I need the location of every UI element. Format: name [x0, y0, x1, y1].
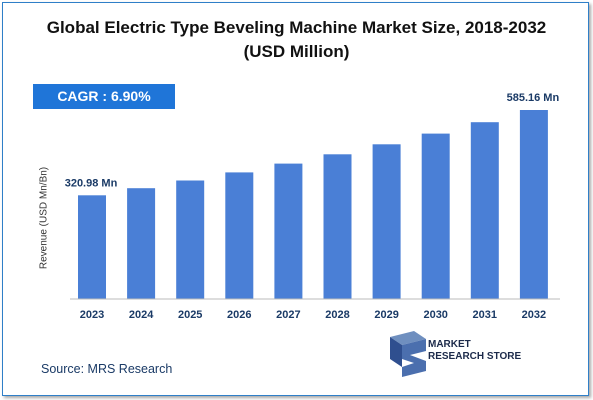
x-tick-2026: 2026 [227, 309, 251, 321]
x-tick-2028: 2028 [325, 309, 349, 321]
bar-2026 [225, 172, 254, 299]
logo-line1: MARKET [428, 339, 471, 350]
logo-line2: RESEARCH STORE [428, 351, 522, 362]
x-tick-2031: 2031 [473, 309, 497, 321]
data-labels: 320.98 Mn 585.16 Mn [65, 92, 560, 189]
x-tick-2023: 2023 [80, 309, 104, 321]
logo-text: MARKET RESEARCH STORE [428, 339, 521, 363]
data-label-2023: 320.98 Mn [65, 177, 118, 189]
bar-2032 [519, 110, 548, 299]
chart-title-line1: Global Electric Type Beveling Machine Ma… [46, 18, 547, 37]
x-tick-2027: 2027 [276, 309, 300, 321]
market-research-store-logo-icon [390, 331, 426, 377]
bar-2024 [127, 188, 156, 299]
x-tick-2025: 2025 [178, 309, 202, 321]
bar-2023 [78, 195, 106, 299]
chart-title: Global Electric Type Beveling Machine Ma… [0, 16, 593, 64]
bar-2029 [372, 144, 401, 299]
data-label-2032: 585.16 Mn [507, 92, 560, 104]
bar-group [78, 110, 548, 299]
bar-2027 [274, 163, 303, 299]
bar-2028 [323, 154, 352, 299]
bar-2025 [176, 180, 205, 299]
x-tick-2029: 2029 [374, 309, 398, 321]
chart-title-line2: (USD Million) [243, 42, 350, 61]
bar-2031 [470, 122, 499, 299]
x-tick-2024: 2024 [129, 309, 154, 321]
x-tick-2032: 2032 [522, 309, 546, 321]
x-tick-2030: 2030 [423, 309, 447, 321]
source-note: Source: MRS Research [41, 362, 173, 376]
x-tick-labels: 2023 2024 2025 2026 2027 2028 2029 2030 2031 2032 [80, 309, 546, 321]
bar-2030 [421, 133, 450, 299]
cagr-badge: CAGR : 6.90% [33, 84, 175, 109]
